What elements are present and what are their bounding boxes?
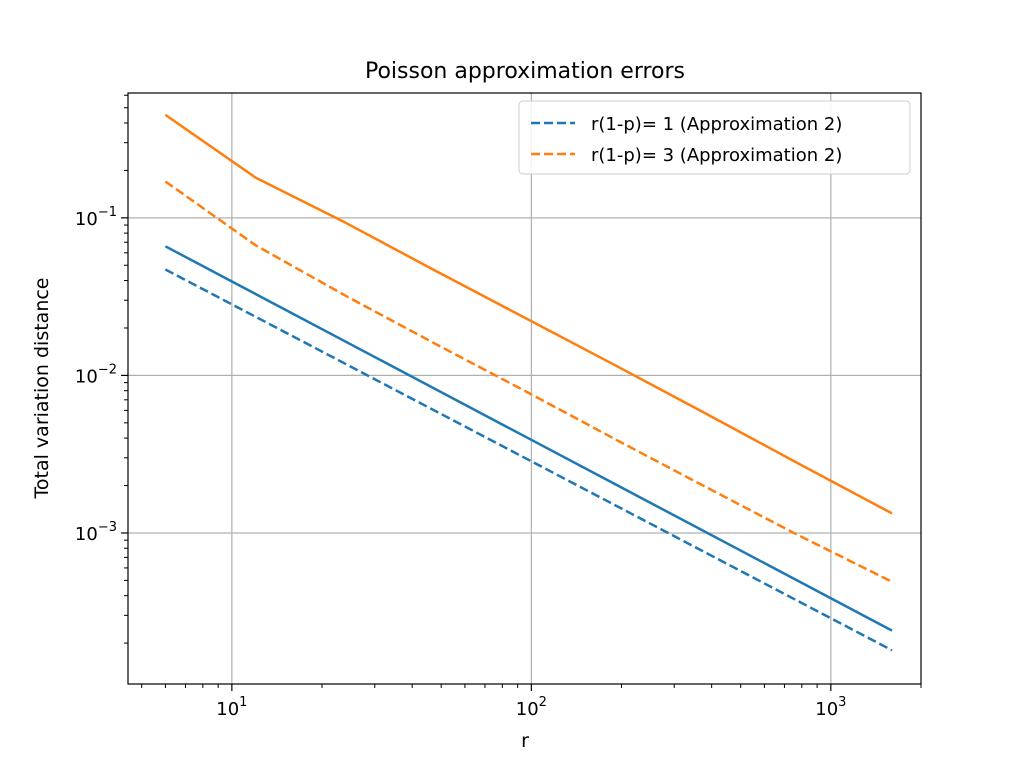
y-axis-label: Total variation distance [31,278,53,500]
grid [128,93,921,684]
legend-label-series-1: r(1-p)= 1 (Approximation 2) [591,114,842,135]
legend: r(1-p)= 1 (Approximation 2) r(1-p)= 3 (A… [518,100,911,175]
plot-frame [127,92,922,685]
x-tick-label-1: 102 [516,695,547,720]
series-lines [164,113,893,652]
series-line-2 [164,180,893,583]
x-axis-label: r [521,730,529,752]
legend-label-series-2: r(1-p)= 3 (Approximation 2) [591,145,842,166]
chart-title: Poisson approximation errors [365,59,685,84]
legend-box [518,100,911,175]
series-line-1 [164,268,893,652]
series-line-4 [164,113,893,515]
minor-ticks [124,94,922,688]
series-line-3 [164,245,893,632]
y-tick-label-1: 10−2 [75,362,117,387]
